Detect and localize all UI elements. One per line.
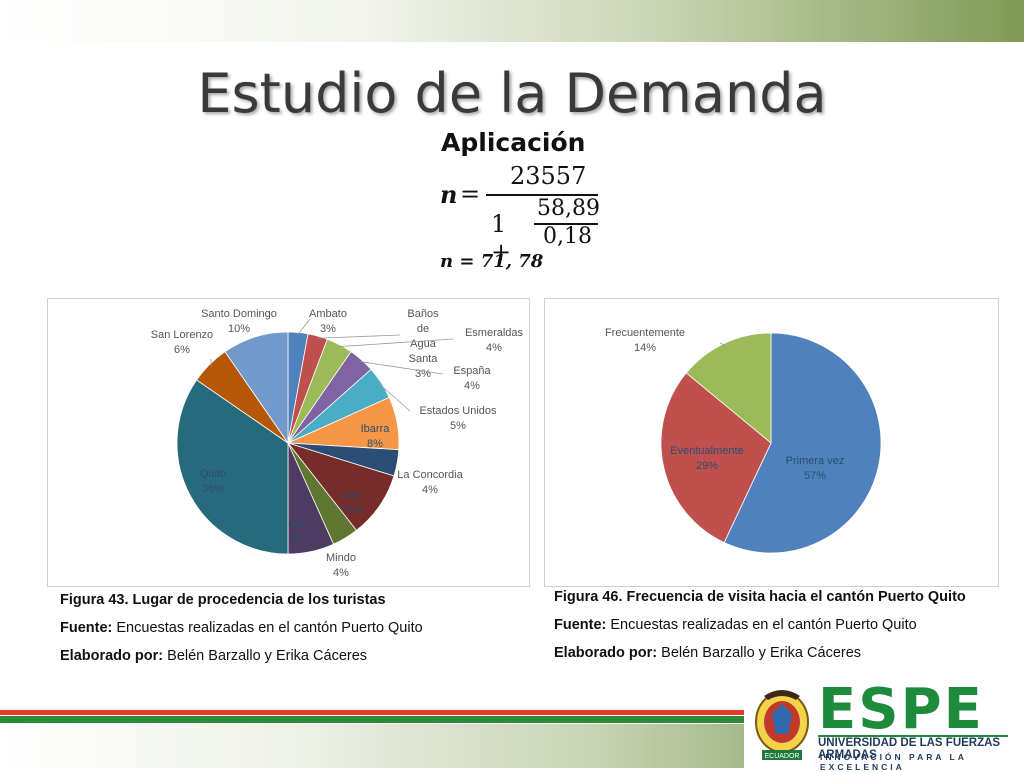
frequency-label-frecuentemente-0: Frecuentemente [605, 327, 685, 339]
formula-result: n = 71, 78 [440, 251, 543, 272]
origin-leader-ambato [298, 319, 310, 335]
figure-43-source: Encuestas realizadas en el cantón Puerto… [116, 620, 422, 636]
bottom-band-fade [0, 724, 744, 768]
origin-label-espana-0: España [453, 365, 491, 377]
origin-label-espana-1: 4% [464, 380, 480, 392]
figure-46-title: Figura 46. Frecuencia de visita hacia el… [554, 589, 966, 605]
origin-label-banos-de-agua-santa-2: Agua [410, 338, 437, 350]
figure-46-author-label: Elaborado por: [554, 645, 657, 661]
origin-label-ambato-1: 3% [320, 323, 336, 335]
origin-label-esmeraldas-1: 4% [486, 342, 502, 354]
origin-label-loja-0: Loja [341, 489, 363, 501]
frequency-label-primera-vez-1: 57% [804, 470, 826, 482]
figure-43-caption: Figura 43. Lugar de procedencia de los t… [60, 586, 423, 670]
frequency-pie-svg: Primera vez 57% Eventualmente 29% Frecuentem… [545, 299, 998, 586]
figure-46-source-label: Fuente: [554, 617, 606, 633]
origin-label-santo-domingo-0: Santo Domingo [201, 308, 277, 320]
frequency-label-frecuentemente-1: 14% [634, 342, 656, 354]
figure-43-author: Belén Barzallo y Erika Cáceres [167, 648, 367, 664]
origin-label-san-lorenzo-1: 6% [174, 344, 190, 356]
origin-label-banos-de-agua-santa-1: de [417, 323, 429, 335]
origin-label-santo-domingo-1: 10% [228, 323, 250, 335]
origin-label-san-lorenzo-0: San Lorenzo [151, 329, 213, 341]
espe-wordmark: ESPE [818, 682, 984, 738]
slide-subtitle: Aplicación [441, 128, 585, 157]
frequency-label-primera-vez-0: Primera vez [786, 455, 845, 467]
origin-label-quito-0: Quito [200, 468, 226, 480]
figure-43-author-label: Elaborado por: [60, 648, 163, 664]
formula-numerator: 23557 [510, 162, 586, 190]
top-decorative-band [0, 0, 1024, 42]
bottom-band-red [0, 710, 760, 715]
formula-lhs: n [440, 180, 457, 209]
visit-frequency-pie-chart: Primera vez 57% Eventualmente 29% Frecuentem… [544, 298, 999, 587]
origin-label-banos-de-agua-santa-0: Baños [407, 308, 439, 320]
espe-motto: INNOVACIÓN PARA LA EXCELENCIA [820, 752, 1024, 772]
seal-text: ECUADOR [764, 753, 799, 760]
figure-46-caption: Figura 46. Frecuencia de visita hacia el… [554, 583, 966, 667]
university-seal-icon: ECUADOR [750, 684, 814, 764]
origin-label-estados-unidos-1: 5% [450, 420, 466, 432]
slide-title: Estudio de la Demanda [0, 62, 1024, 125]
origin-leader-banos-de-agua-santa [317, 335, 400, 338]
figure-46-author: Belén Barzallo y Erika Cáceres [661, 645, 861, 661]
origin-label-la-concordia-1: 4% [422, 484, 438, 496]
origin-label-mindo-1: 4% [333, 567, 349, 579]
origin-label-estados-unidos-0: Estados Unidos [419, 405, 497, 417]
frequency-label-eventualmente-1: 29% [696, 460, 718, 472]
formula-inner-denominator: 0,18 [543, 224, 592, 249]
origin-label-ambato-0: Ambato [309, 308, 347, 320]
origin-label-quito-1: 36% [202, 483, 224, 495]
origin-label-la-concordia-0: La Concordia [397, 469, 463, 481]
bottom-band-green [0, 716, 760, 723]
origin-label-mindo-0: Mindo [326, 552, 356, 564]
formula-equals: = [460, 180, 480, 208]
origin-label-esmeraldas-0: Esmeraldas [465, 327, 524, 339]
formula-inner-numerator: 58,89 [537, 196, 600, 221]
figure-43-title: Figura 43. Lugar de procedencia de los t… [60, 592, 386, 608]
origin-pie-svg: Ambato3%BañosdeAguaSanta3%Esmeraldas4%Es… [48, 299, 529, 586]
frequency-label-eventualmente-0: Eventualmente [670, 445, 743, 457]
figure-43-source-label: Fuente: [60, 620, 112, 636]
origin-label-ibarra-0: Ibarra [361, 423, 391, 435]
origin-label-banos-de-agua-santa-3: Santa [409, 353, 439, 365]
figure-46-source: Encuestas realizadas en el cantón Puerto… [610, 617, 916, 633]
